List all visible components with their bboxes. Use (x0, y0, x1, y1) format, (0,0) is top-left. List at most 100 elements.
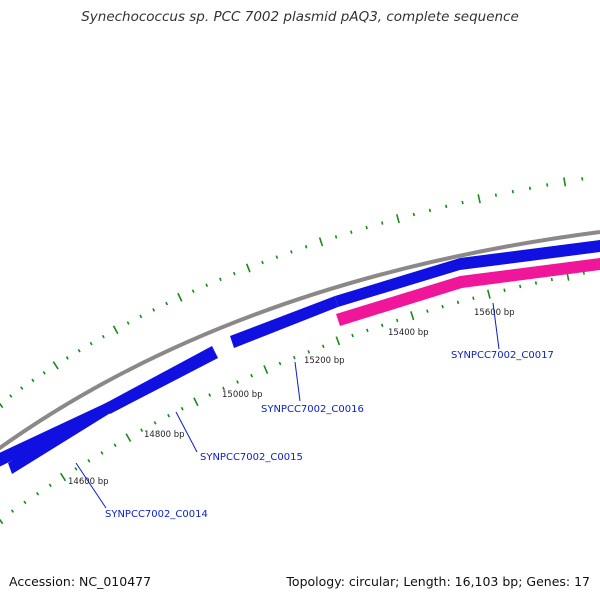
inner-ring-tick (307, 350, 311, 354)
topology-summary: Topology: circular; Length: 16,103 bp; G… (286, 574, 590, 589)
inner-ring-tick (222, 386, 225, 391)
outer-ring-tick (152, 308, 156, 312)
inner-ring-tick (263, 365, 269, 374)
outer-ring-tick (261, 260, 264, 265)
outer-ring-tick (365, 225, 368, 230)
leader-c0017 (492, 302, 500, 350)
outer-ring-tick (275, 255, 279, 259)
map-title: Synechococcus sp. PCC 7002 plasmid pAQ3,… (81, 9, 519, 25)
inner-ring-tick (23, 500, 27, 505)
outer-ring-tick (0, 402, 4, 409)
outer-ring-tick (126, 321, 130, 325)
gene-arrow-c0017 (336, 258, 600, 326)
outer-ring-tick (494, 193, 498, 197)
inner-ring-tick (100, 451, 104, 455)
outer-ring-tick (139, 314, 143, 319)
outer-ring-tick (165, 301, 169, 306)
outer-ring-tick (334, 235, 338, 239)
gene-label-c0017[interactable]: SYNPCC7002_C0017 (451, 350, 554, 361)
gene-label-c0014[interactable]: SYNPCC7002_C0014 (105, 509, 208, 520)
inner-ring-tick (534, 281, 538, 285)
inner-ring-tick (0, 518, 4, 525)
gene-arrow-c0014 (8, 403, 112, 474)
outer-ring-tick (245, 263, 251, 273)
outer-ring-tick (42, 371, 46, 375)
sequence-backbone (0, 230, 600, 451)
inner-ring-tick (153, 421, 157, 425)
gene-arrow-c0016-b (335, 240, 600, 307)
outer-ring-tick (112, 325, 119, 335)
inner-ring-tick (125, 433, 132, 442)
gene-label-c0015[interactable]: SYNPCC7002_C0015 (200, 452, 303, 463)
outer-ring-tick (9, 394, 13, 398)
inner-ring-tick (208, 393, 212, 397)
inner-ring-tick (335, 336, 341, 346)
inner-ring-tick (193, 397, 199, 407)
inner-ring-tick (292, 355, 296, 360)
outer-ring-tick (318, 237, 324, 247)
outer-ring-tick (89, 341, 93, 346)
label-layer: 14600 bp 14800 bp 15000 bp 15200 bp 1540… (68, 302, 554, 520)
outer-ring-tick (412, 212, 416, 217)
outer-ring-tick (528, 186, 532, 190)
leader-c0014 (75, 462, 107, 509)
inner-ring-tick (519, 284, 522, 289)
outer-ring-tick (77, 348, 81, 353)
outer-ring-tick (546, 183, 549, 187)
accession-label: Accession: NC_010477 (9, 574, 152, 589)
outer-tick-ring (0, 177, 584, 409)
inner-ring-tick (167, 413, 171, 418)
outer-ring-tick (304, 245, 308, 249)
gene-arrow-c0015 (104, 346, 218, 414)
inner-ring-tick (10, 509, 15, 513)
inner-ring-tick (87, 459, 91, 463)
outer-ring-tick (219, 277, 222, 282)
inner-tick-ring (0, 271, 585, 525)
inner-ring-tick (140, 428, 144, 432)
inner-ring-tick (503, 288, 506, 293)
outer-ring-tick (581, 177, 584, 181)
gene-label-c0016[interactable]: SYNPCC7002_C0016 (261, 404, 364, 415)
inner-ring-tick (472, 296, 475, 300)
inner-ring-tick (236, 380, 239, 384)
outer-ring-tick (381, 221, 384, 225)
inner-ring-tick (74, 467, 78, 471)
outer-ring-tick (177, 292, 183, 302)
inner-ring-tick (35, 492, 40, 496)
inner-ring-tick (366, 328, 369, 333)
outer-ring-tick (191, 289, 195, 293)
inner-ring-tick (410, 311, 415, 321)
tick-label-15200: 15200 bp (304, 356, 345, 366)
outer-ring-tick (350, 230, 353, 234)
outer-ring-tick (52, 361, 59, 370)
outer-ring-tick (20, 386, 24, 390)
inner-ring-tick (456, 300, 460, 305)
inner-ring-tick (48, 483, 52, 488)
outer-ring-tick (65, 356, 69, 360)
inner-ring-tick (59, 472, 67, 482)
outer-ring-tick (101, 334, 105, 339)
inner-ring-tick (321, 344, 325, 349)
inner-ring-tick (250, 373, 253, 378)
gene-label-leaders (75, 302, 500, 509)
outer-ring-tick (445, 204, 448, 209)
inner-ring-tick (550, 277, 553, 282)
inner-ring-tick (487, 289, 491, 299)
outer-ring-tick (461, 200, 464, 205)
gene-arrow-c0016-a (230, 296, 338, 348)
inner-ring-tick (395, 318, 399, 323)
tick-label-14800: 14800 bp (144, 430, 185, 440)
outer-ring-tick (396, 214, 400, 224)
inner-ring-tick (351, 333, 354, 338)
inner-ring-tick (278, 361, 282, 366)
outer-ring-tick (205, 283, 209, 287)
inner-ring-tick (380, 323, 384, 328)
tick-label-15000: 15000 bp (222, 390, 263, 400)
outer-ring-tick (428, 208, 432, 213)
outer-ring-tick (232, 271, 236, 276)
outer-ring-tick (477, 194, 481, 204)
leader-c0016 (294, 361, 301, 402)
outer-ring-tick (511, 189, 514, 194)
outer-ring-tick (290, 250, 293, 254)
